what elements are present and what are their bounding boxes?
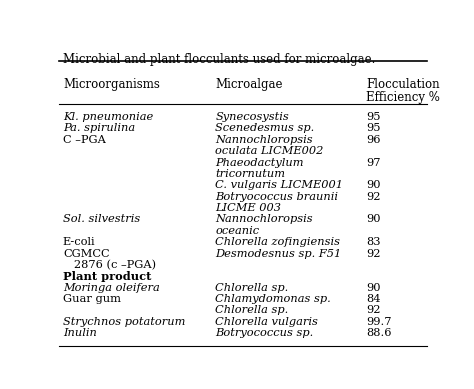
Text: tricornutum: tricornutum [215, 169, 285, 179]
Text: 83: 83 [366, 237, 381, 247]
Text: Phaeodactylum: Phaeodactylum [215, 158, 304, 168]
Text: Inulin: Inulin [63, 328, 97, 338]
Text: CGMCC: CGMCC [63, 249, 109, 259]
Text: 90: 90 [366, 283, 381, 293]
Text: Microbial and plant flocculants used for microalgae.: Microbial and plant flocculants used for… [63, 53, 375, 66]
Text: C –PGA: C –PGA [63, 135, 106, 145]
Text: Flocculation: Flocculation [366, 78, 439, 91]
Text: Chlorella sp.: Chlorella sp. [215, 283, 289, 293]
Text: 92: 92 [366, 249, 381, 259]
Text: Chlamydomonas sp.: Chlamydomonas sp. [215, 294, 331, 304]
Text: Kl. pneumoniae: Kl. pneumoniae [63, 112, 153, 122]
Text: 92: 92 [366, 192, 381, 202]
Text: Scenedesmus sp.: Scenedesmus sp. [215, 123, 315, 133]
Text: E-coli: E-coli [63, 237, 96, 247]
Text: Chlorella zofingiensis: Chlorella zofingiensis [215, 237, 340, 247]
Text: 90: 90 [366, 214, 381, 224]
Text: Strychnos potatorum: Strychnos potatorum [63, 317, 185, 327]
Text: Chlorella vulgaris: Chlorella vulgaris [215, 317, 318, 327]
Text: oculata LICME002: oculata LICME002 [215, 146, 324, 156]
Text: Botryococcus sp.: Botryococcus sp. [215, 328, 314, 338]
Text: 84: 84 [366, 294, 381, 304]
Text: 97: 97 [366, 158, 381, 168]
Text: 99.7: 99.7 [366, 317, 392, 327]
Text: Synecosystis: Synecosystis [215, 112, 289, 122]
Text: 2876 (c –PGA): 2876 (c –PGA) [63, 260, 156, 270]
Text: Efficiency %: Efficiency % [366, 91, 440, 104]
Text: Desmodesnus sp. F51: Desmodesnus sp. F51 [215, 249, 342, 259]
Text: 95: 95 [366, 123, 381, 133]
Text: Botryococcus braunii: Botryococcus braunii [215, 192, 338, 202]
Text: 96: 96 [366, 135, 381, 145]
Text: Microorganisms: Microorganisms [63, 78, 160, 91]
Text: C. vulgaris LICME001: C. vulgaris LICME001 [215, 180, 343, 190]
Text: Nannochloropsis: Nannochloropsis [215, 214, 313, 224]
Text: 88.6: 88.6 [366, 328, 392, 338]
Text: LICME 003: LICME 003 [215, 203, 282, 213]
Text: 95: 95 [366, 112, 381, 122]
Text: Sol. silvestris: Sol. silvestris [63, 214, 140, 224]
Text: oceanic: oceanic [215, 226, 259, 236]
Text: Microalgae: Microalgae [215, 78, 283, 91]
Text: Chlorella sp.: Chlorella sp. [215, 305, 289, 315]
Text: Guar gum: Guar gum [63, 294, 121, 304]
Text: 92: 92 [366, 305, 381, 315]
Text: Nannochloropsis: Nannochloropsis [215, 135, 313, 145]
Text: Plant product: Plant product [63, 272, 151, 282]
Text: Moringa oleifera: Moringa oleifera [63, 283, 160, 293]
Text: Pa. spirulina: Pa. spirulina [63, 123, 135, 133]
Text: 90: 90 [366, 180, 381, 190]
